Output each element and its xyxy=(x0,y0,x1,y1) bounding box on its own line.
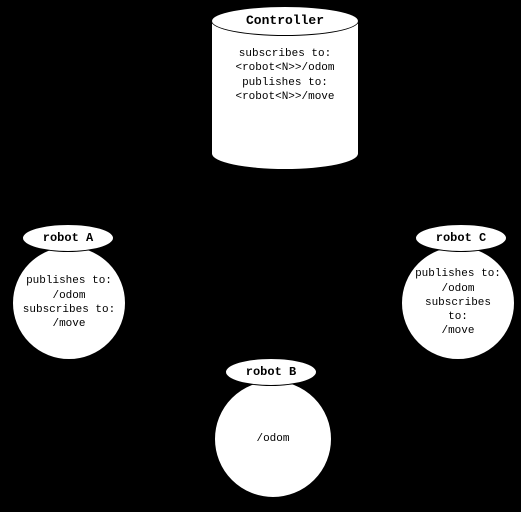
robot-a-label: robot A xyxy=(22,224,114,252)
controller-title: Controller xyxy=(212,13,358,28)
robot-c-label: robot C xyxy=(415,224,507,252)
robot-b-circle: /odom xyxy=(214,380,332,498)
robot-b-line: /odom xyxy=(256,432,289,446)
robot-a-line: publishes to: xyxy=(26,274,112,288)
robot-c-line: publishes to: xyxy=(415,267,501,281)
controller-line: <robot<N>>/move xyxy=(212,90,358,104)
robot-c-line: /move xyxy=(441,324,474,338)
robot-c-line: subscribes xyxy=(425,296,491,310)
robot-c-line: /odom xyxy=(441,282,474,296)
robot-c-line: to: xyxy=(448,310,468,324)
robot-b-label: robot B xyxy=(225,358,317,386)
robot-a-line: subscribes to: xyxy=(23,303,115,317)
robot-a-circle: publishes to: /odom subscribes to: /move xyxy=(12,246,126,360)
controller-line: publishes to: xyxy=(212,76,358,90)
controller-line: <robot<N>>/odom xyxy=(212,61,358,75)
robot-a-line: /move xyxy=(52,317,85,331)
robot-a-line: /odom xyxy=(52,289,85,303)
controller-body: subscribes to: <robot<N>>/odom publishes… xyxy=(212,47,358,104)
robot-c-circle: publishes to: /odom subscribes to: /move xyxy=(401,246,515,360)
controller-line: subscribes to: xyxy=(212,47,358,61)
controller-node: Controller subscribes to: <robot<N>>/odo… xyxy=(211,6,359,170)
